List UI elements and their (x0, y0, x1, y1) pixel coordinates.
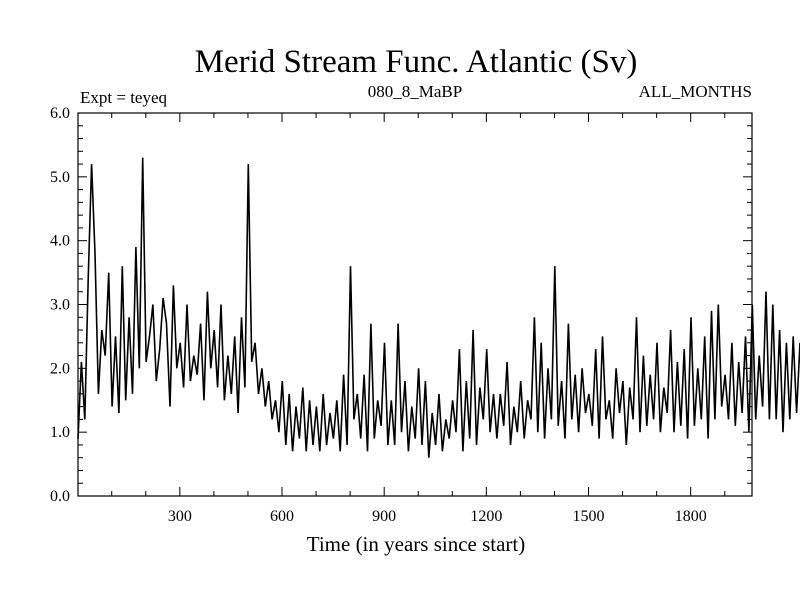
x-tick-label: 600 (270, 508, 294, 525)
y-tick-label: 2.0 (50, 360, 70, 377)
x-tick-label: 1500 (573, 508, 605, 525)
months-label: ALL_MONTHS (639, 82, 752, 101)
x-axis: 300 600 900 1200 1500 1800 (111, 113, 726, 525)
y-tick-label: 1.0 (50, 424, 70, 441)
x-tick-label: 1800 (675, 508, 707, 525)
y-tick-label: 5.0 (50, 169, 70, 186)
chart-title: Merid Stream Func. Atlantic (Sv) (195, 44, 638, 80)
y-tick-label: 6.0 (50, 105, 70, 122)
y-axis: 0.0 1.0 2.0 3.0 4.0 5.0 6.0 (50, 105, 752, 505)
y-tick-label: 3.0 (50, 297, 70, 314)
x-tick-label: 900 (372, 508, 396, 525)
y-tick-label: 0.0 (50, 488, 70, 505)
y-tick-label: 4.0 (50, 233, 70, 250)
x-tick-label: 1200 (470, 508, 502, 525)
series-line (77, 157, 800, 458)
run-label: 080_8_MaBP (368, 82, 462, 101)
experiment-label: Expt = teyeq (80, 88, 168, 107)
x-axis-label: Time (in years since start) (307, 532, 526, 556)
x-tick-label: 300 (168, 508, 192, 525)
